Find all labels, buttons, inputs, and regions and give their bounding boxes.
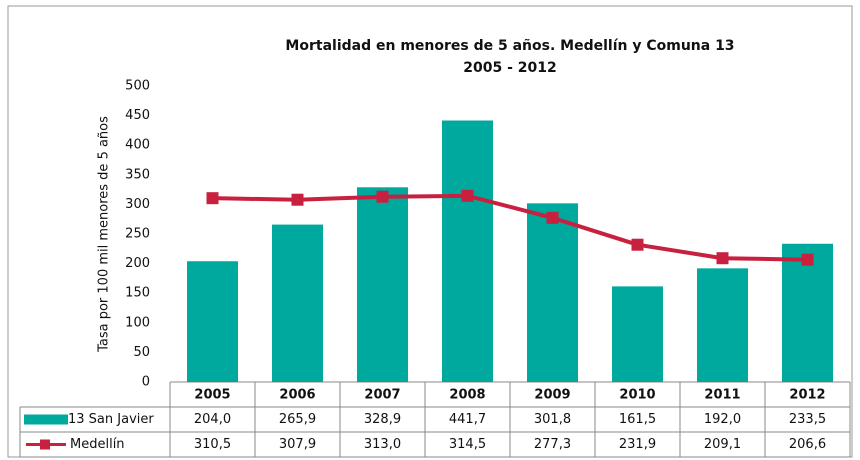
x-tick-label: 2006: [279, 388, 315, 403]
table-value: 441,7: [449, 412, 486, 427]
y-tick-label: 0: [142, 375, 150, 390]
x-tick-label: 2011: [704, 388, 740, 403]
y-axis-label: Tasa por 100 mil menores de 5 años: [97, 116, 112, 353]
table-value: 328,9: [364, 412, 401, 427]
line-marker: [801, 253, 814, 266]
line-marker: [461, 189, 474, 202]
x-tick-label: 2008: [449, 388, 485, 403]
table-value: 310,5: [194, 437, 231, 452]
legend-swatch: [40, 439, 50, 450]
x-tick-label: 2010: [619, 388, 655, 403]
legend-label: 13 San Javier: [68, 412, 154, 427]
chart-subtitle: 2005 - 2012: [463, 60, 557, 76]
bar: [442, 120, 493, 382]
legend-label: Medellín: [70, 437, 125, 452]
legend-swatch: [24, 414, 68, 425]
bar: [272, 224, 323, 382]
table-value: 314,5: [449, 437, 486, 452]
y-tick-label: 250: [125, 227, 150, 242]
x-tick-label: 2005: [194, 388, 230, 403]
line-marker: [631, 238, 644, 251]
line-marker: [206, 192, 219, 205]
y-tick-label: 450: [125, 108, 150, 123]
bar: [187, 261, 238, 382]
line-marker: [291, 193, 304, 206]
y-tick-label: 50: [133, 345, 150, 360]
bar: [612, 286, 663, 382]
bar: [527, 203, 578, 382]
table-value: 231,9: [619, 437, 656, 452]
bar: [357, 187, 408, 382]
x-tick-label: 2007: [364, 388, 400, 403]
table-value: 277,3: [534, 437, 571, 452]
y-tick-label: 350: [125, 167, 150, 182]
table-value: 265,9: [279, 412, 316, 427]
table-value: 233,5: [789, 412, 826, 427]
y-tick-label: 300: [125, 197, 150, 212]
y-tick-label: 100: [125, 315, 150, 330]
line-marker: [716, 252, 729, 265]
y-tick-label: 150: [125, 286, 150, 301]
line-marker: [376, 190, 389, 203]
y-tick-label: 500: [125, 79, 150, 94]
table-value: 209,1: [704, 437, 741, 452]
table-value: 204,0: [194, 412, 231, 427]
line: [212, 193, 808, 262]
table-value: 307,9: [279, 437, 316, 452]
y-tick-label: 200: [125, 256, 150, 271]
table-value: 313,0: [364, 437, 401, 452]
table-value: 206,6: [789, 437, 826, 452]
y-tick-label: 400: [125, 138, 150, 153]
x-tick-label: 2009: [534, 388, 570, 403]
table-value: 161,5: [619, 412, 656, 427]
bar: [697, 268, 748, 382]
table-value: 301,8: [534, 412, 571, 427]
bar: [782, 243, 833, 382]
table-value: 192,0: [704, 412, 741, 427]
chart-title: Mortalidad en menores de 5 años. Medellí…: [285, 38, 734, 54]
x-tick-label: 2012: [789, 388, 825, 403]
line-marker: [546, 211, 559, 224]
